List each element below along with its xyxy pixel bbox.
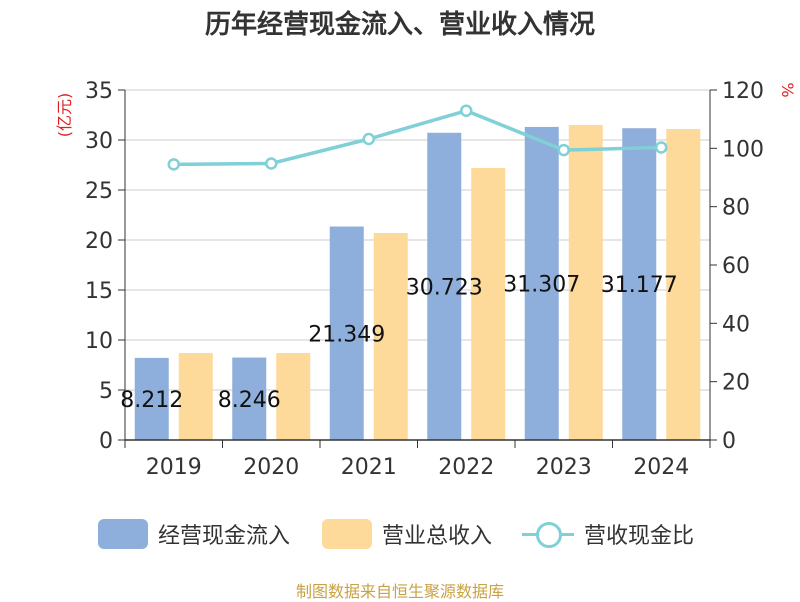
bar-cash-inflow bbox=[524, 126, 559, 441]
right-axis-tick-label: 80 bbox=[722, 196, 750, 221]
data-label-cash-inflow: 21.349 bbox=[308, 322, 385, 347]
bar-revenue bbox=[666, 129, 701, 440]
grid-lines bbox=[125, 89, 710, 391]
axes: 0 5 10 15 20 25 30 35 0 20 40 60 80 100 120 2019 2020 202… bbox=[85, 79, 764, 480]
bar-cash-inflow bbox=[622, 128, 657, 441]
left-axis-tick-label: 15 bbox=[85, 279, 113, 304]
ratio-point bbox=[655, 141, 668, 154]
left-axis-tick-label: 25 bbox=[85, 179, 113, 204]
bar-revenue bbox=[373, 233, 408, 440]
left-axis-tick-label: 20 bbox=[85, 229, 113, 254]
left-axis-tick-label: 30 bbox=[85, 129, 113, 154]
ratio-point bbox=[167, 158, 180, 171]
data-label-cash-inflow: 8.212 bbox=[120, 388, 183, 413]
right-axis-tick-label: 20 bbox=[722, 371, 750, 396]
ratio-point bbox=[557, 143, 570, 157]
legend-item-cash-inflow: 经营现金流入 bbox=[98, 516, 290, 552]
data-label-cash-inflow: 31.307 bbox=[503, 272, 580, 297]
legend-label-ratio: 营收现金比 bbox=[584, 524, 695, 549]
data-label-cash-inflow: 8.246 bbox=[218, 388, 281, 413]
chart-title: 历年经营现金流入、营业收入情况 bbox=[204, 10, 595, 40]
bar-cash-inflow bbox=[134, 357, 169, 440]
legend-marker-ratio bbox=[522, 519, 574, 549]
x-axis-tick-label: 2023 bbox=[536, 455, 592, 480]
right-axis-tick-label: 60 bbox=[722, 254, 750, 279]
left-axis-tick-label: 5 bbox=[99, 379, 113, 404]
left-axis-unit: (亿元) bbox=[55, 93, 74, 138]
ratio-line bbox=[167, 104, 668, 171]
ratio-point bbox=[265, 157, 278, 170]
bar-revenue bbox=[471, 168, 506, 440]
left-axis-tick-label: 35 bbox=[85, 79, 113, 104]
ratio-point bbox=[460, 104, 473, 117]
left-axis-tick-label: 10 bbox=[85, 329, 113, 354]
bar-revenue bbox=[276, 353, 311, 440]
left-axis-tick-label: 0 bbox=[99, 429, 113, 454]
x-axis-tick-label: 2021 bbox=[341, 455, 397, 480]
ratio-line-path bbox=[173, 108, 662, 167]
legend-label-revenue: 营业总收入 bbox=[382, 524, 493, 549]
right-axis-tick-label: 40 bbox=[722, 312, 750, 337]
right-axis-unit: % bbox=[778, 82, 797, 97]
legend: 经营现金流入 营业总收入 营收现金比 bbox=[0, 516, 800, 556]
x-axis-tick-label: 2019 bbox=[146, 455, 202, 480]
ratio-point bbox=[362, 132, 375, 146]
data-labels: 8.212 8.246 21.349 30.723 31.307 31.177 bbox=[120, 272, 677, 412]
source-note: 制图数据来自恒生聚源数据库 bbox=[295, 582, 504, 601]
bar-cash-inflow bbox=[427, 132, 462, 440]
legend-swatch-revenue bbox=[322, 519, 372, 549]
x-axis-tick-label: 2020 bbox=[243, 455, 299, 480]
legend-label-cash-inflow: 经营现金流入 bbox=[158, 524, 291, 549]
data-label-cash-inflow: 31.177 bbox=[601, 273, 678, 298]
x-axis-tick-label: 2022 bbox=[438, 455, 494, 480]
bar-revenue bbox=[568, 125, 603, 440]
bar-cash-inflow bbox=[232, 357, 267, 440]
legend-item-ratio: 营收现金比 bbox=[522, 516, 694, 552]
right-axis-tick-label: 100 bbox=[722, 137, 764, 162]
legend-item-revenue: 营业总收入 bbox=[322, 516, 492, 552]
bar-revenue bbox=[178, 353, 213, 440]
data-label-cash-inflow: 30.723 bbox=[406, 275, 483, 300]
bars bbox=[134, 125, 701, 441]
right-axis-tick-label: 0 bbox=[722, 429, 736, 454]
legend-swatch-cash-inflow bbox=[98, 519, 148, 549]
x-axis-tick-label: 2024 bbox=[633, 455, 689, 480]
right-axis-tick-label: 120 bbox=[722, 79, 764, 104]
bar-cash-inflow bbox=[329, 226, 364, 440]
